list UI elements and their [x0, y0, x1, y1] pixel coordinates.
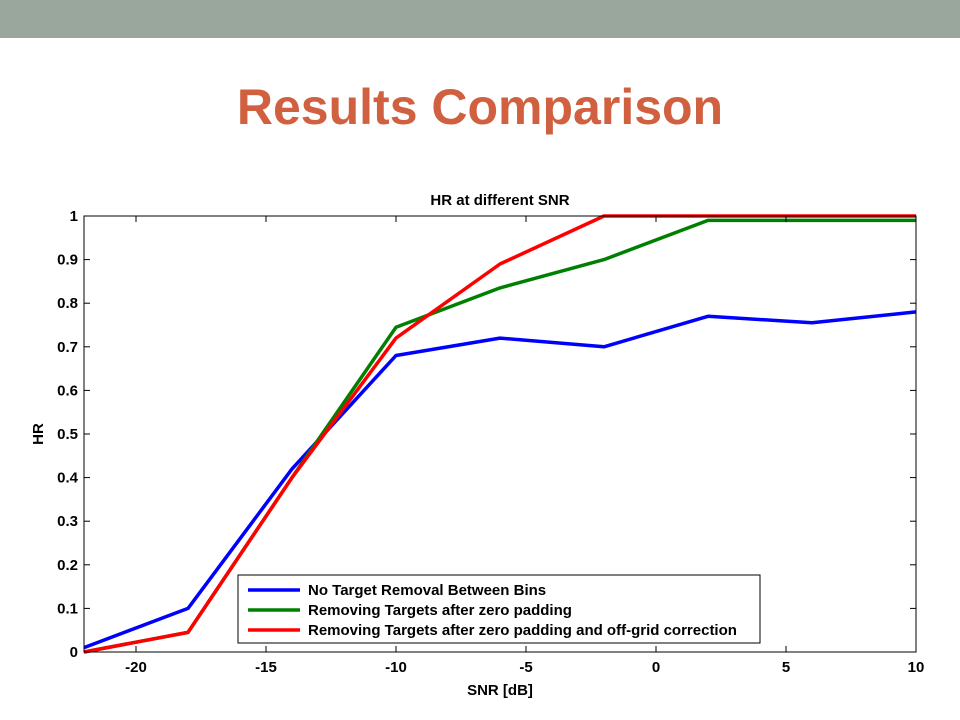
y-tick-label: 0.7: [57, 339, 78, 356]
x-tick-label: -20: [125, 659, 147, 676]
y-tick-label: 1: [70, 208, 78, 225]
y-tick-label: 0.2: [57, 557, 78, 574]
x-tick-label: 5: [782, 659, 790, 676]
y-tick-label: 0.9: [57, 252, 78, 269]
legend-box: [237, 574, 761, 644]
y-tick-label: 0.8: [57, 295, 78, 312]
x-tick-label: -15: [255, 659, 277, 676]
x-axis-label: SNR [dB]: [467, 682, 533, 699]
x-tick-label: -5: [519, 659, 532, 676]
y-tick-label: 0.3: [57, 513, 78, 530]
chart-title: HR at different SNR: [430, 192, 569, 209]
x-tick-label: 0: [652, 659, 660, 676]
header-bar: [0, 0, 960, 38]
series-line-1: [83, 310, 917, 650]
legend-label-2: Removing Targets after zero padding: [308, 602, 572, 619]
legend: No Target Removal Between Bins Removing T…: [237, 574, 761, 644]
x-tick-label: 10: [908, 659, 925, 676]
y-tick-label: 0: [70, 644, 78, 661]
y-tick-label: 0.1: [57, 600, 78, 617]
y-tick-label: 0.4: [57, 470, 79, 487]
y-tick-label: 0.6: [57, 382, 78, 399]
y-axis-label: HR: [30, 423, 47, 445]
legend-label-3: Removing Targets after zero padding and …: [308, 622, 737, 639]
x-tick-label: -10: [385, 659, 407, 676]
y-tick-label: 0.5: [57, 426, 78, 443]
slide-title: Results Comparison: [236, 79, 724, 135]
legend-label-1: No Target Removal Between Bins: [308, 582, 546, 599]
